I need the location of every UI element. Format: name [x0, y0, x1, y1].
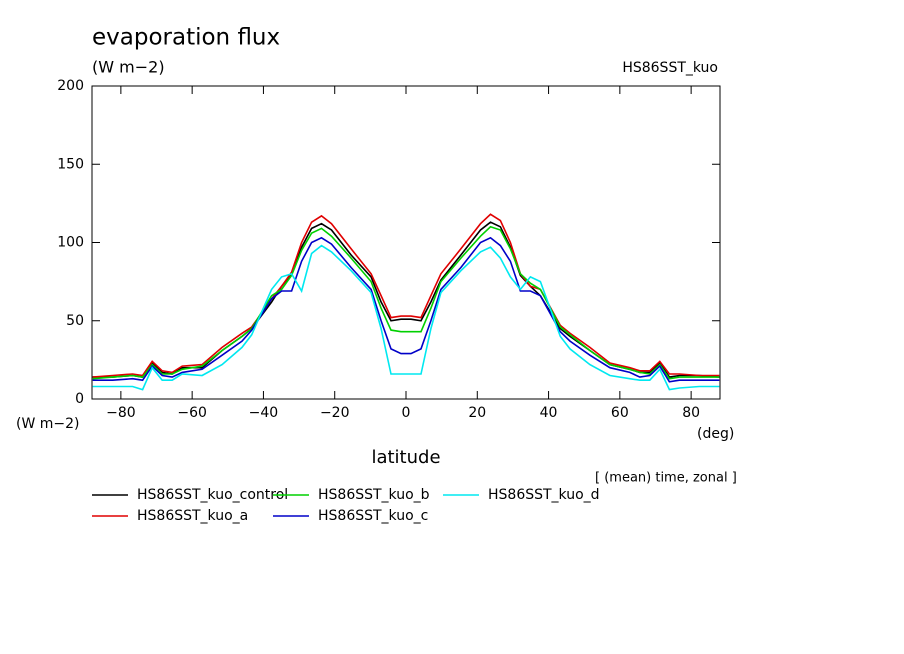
data-line	[92, 236, 720, 383]
legend-label: HS86SST_kuo_a	[137, 508, 248, 524]
data-line	[92, 244, 720, 391]
chart-title: evaporation flux	[92, 25, 280, 51]
x-tick-label: −60	[177, 405, 207, 421]
data-line	[92, 225, 720, 380]
x-tick-label: 80	[682, 405, 700, 421]
y-tick-label: 0	[75, 391, 84, 407]
x-tick-label: −80	[106, 405, 136, 421]
y-tick-label: 50	[66, 313, 84, 329]
y-tick-label: 150	[57, 156, 84, 172]
note: [ (mean) time, zonal ]	[595, 471, 737, 486]
legend-label: HS86SST_kuo_control	[137, 487, 288, 503]
y-tick-label: 200	[57, 78, 84, 94]
x-axis-unit: (deg)	[697, 426, 734, 442]
y-axis-label: (W m−2)	[16, 416, 80, 432]
y-tick-label: 100	[57, 235, 84, 251]
annotation: HS86SST_kuo	[622, 60, 718, 76]
x-axis-label: latitude	[371, 447, 440, 468]
data-line	[92, 213, 720, 378]
chart-subtitle: (W m−2)	[92, 58, 165, 77]
plot-frame	[91, 85, 721, 400]
x-tick-label: 0	[402, 405, 411, 421]
x-tick-label: −40	[249, 405, 279, 421]
legend-label: HS86SST_kuo_d	[488, 487, 600, 503]
x-tick-label: −20	[320, 405, 350, 421]
legend-label: HS86SST_kuo_c	[318, 508, 428, 524]
x-tick-label: 40	[540, 405, 558, 421]
x-tick-label: 20	[468, 405, 486, 421]
x-tick-label: 60	[611, 405, 629, 421]
legend-label: HS86SST_kuo_b	[318, 487, 430, 503]
